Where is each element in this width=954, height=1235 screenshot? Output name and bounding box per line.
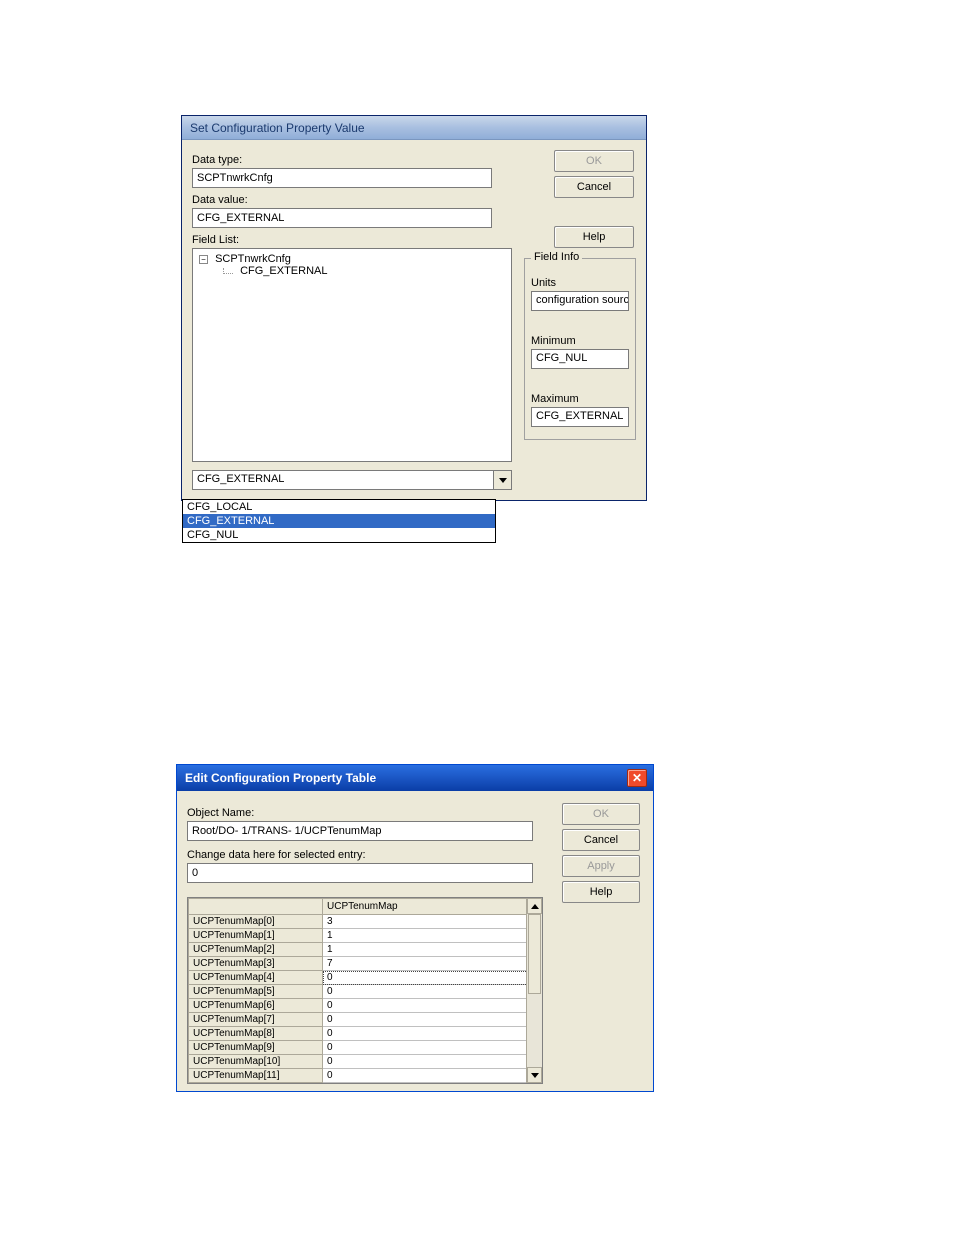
ok-button[interactable]: OK	[562, 803, 640, 825]
scroll-thumb[interactable]	[528, 914, 541, 994]
table-cell[interactable]: 0	[323, 999, 542, 1013]
table-row[interactable]: UCPTenumMap[1]1	[189, 929, 542, 943]
tree-child-label: CFG_EXTERNAL	[240, 265, 327, 277]
maximum-value: CFG_EXTERNAL	[531, 407, 629, 427]
table-cell[interactable]: 0	[323, 971, 542, 985]
table-cell[interactable]: 3	[323, 915, 542, 929]
table-scrollbar[interactable]	[526, 898, 542, 1083]
minimum-value: CFG_NUL	[531, 349, 629, 369]
dropdown-option[interactable]: CFG_EXTERNAL	[183, 514, 495, 528]
config-grid[interactable]: UCPTenumMap UCPTenumMap[0]3UCPTenumMap[1…	[188, 898, 542, 1083]
object-name-input[interactable]	[187, 821, 533, 841]
table-row[interactable]: UCPTenumMap[6]0	[189, 999, 542, 1013]
dialog-right-panel: OK Cancel Apply Help	[557, 799, 645, 907]
table-row[interactable]: UCPTenumMap[3]7	[189, 957, 542, 971]
maximum-label: Maximum	[531, 393, 629, 405]
units-value: configuration source na	[531, 291, 629, 311]
dialog-title-text: Edit Configuration Property Table	[185, 771, 376, 785]
table-row-header[interactable]: UCPTenumMap[1]	[189, 929, 323, 943]
value-combobox[interactable]: CFG_EXTERNAL	[192, 470, 494, 490]
tree-branch-icon	[223, 268, 233, 274]
data-value-input[interactable]	[192, 208, 492, 228]
cancel-button[interactable]: Cancel	[562, 829, 640, 851]
ok-button[interactable]: OK	[554, 150, 634, 172]
field-info-group: Field Info Units configuration source na…	[524, 258, 636, 440]
dialog-title-text: Set Configuration Property Value	[190, 121, 365, 135]
scroll-up-button[interactable]	[527, 898, 542, 914]
table-row[interactable]: UCPTenumMap[8]0	[189, 1027, 542, 1041]
dropdown-option[interactable]: CFG_NUL	[183, 528, 495, 542]
table-row[interactable]: UCPTenumMap[11]0	[189, 1069, 542, 1083]
table-row[interactable]: UCPTenumMap[9]0	[189, 1041, 542, 1055]
dialog-body: Object Name: Change data here for select…	[177, 791, 653, 1091]
table-row-header[interactable]: UCPTenumMap[9]	[189, 1041, 323, 1055]
table-row-header[interactable]: UCPTenumMap[7]	[189, 1013, 323, 1027]
change-data-label: Change data here for selected entry:	[187, 849, 539, 861]
table-column-header[interactable]: UCPTenumMap	[323, 899, 542, 915]
table-row-header[interactable]: UCPTenumMap[4]	[189, 971, 323, 985]
table-row-header[interactable]: UCPTenumMap[8]	[189, 1027, 323, 1041]
table-cell[interactable]: 0	[323, 1041, 542, 1055]
table-corner-header	[189, 899, 323, 915]
set-config-property-dialog: Set Configuration Property Value Data ty…	[181, 115, 647, 501]
tree-root-item[interactable]: − SCPTnwrkCnfg	[199, 253, 505, 265]
dialog-body: Data type: Data value: Field List: − SCP…	[182, 140, 646, 500]
edit-config-table-dialog: Edit Configuration Property Table ✕ Obje…	[176, 764, 654, 1092]
chevron-down-icon	[499, 478, 507, 483]
dialog-right-panel: OK Cancel Help Field Info Units configur…	[524, 146, 636, 440]
chevron-up-icon	[531, 904, 539, 909]
help-button[interactable]: Help	[554, 226, 634, 248]
table-cell[interactable]: 0	[323, 1069, 542, 1083]
cancel-button[interactable]: Cancel	[554, 176, 634, 198]
table-cell[interactable]: 0	[323, 1027, 542, 1041]
chevron-down-icon	[531, 1073, 539, 1078]
config-table: UCPTenumMap UCPTenumMap[0]3UCPTenumMap[1…	[187, 897, 543, 1084]
table-row-header[interactable]: UCPTenumMap[5]	[189, 985, 323, 999]
combobox-dropdown-button[interactable]	[494, 470, 512, 490]
apply-button[interactable]: Apply	[562, 855, 640, 877]
table-row-header[interactable]: UCPTenumMap[0]	[189, 915, 323, 929]
table-cell[interactable]: 1	[323, 943, 542, 957]
table-row[interactable]: UCPTenumMap[4]0	[189, 971, 542, 985]
table-row[interactable]: UCPTenumMap[7]0	[189, 1013, 542, 1027]
table-cell[interactable]: 7	[323, 957, 542, 971]
table-cell[interactable]: 0	[323, 1055, 542, 1069]
dialog-title-bar[interactable]: Edit Configuration Property Table ✕	[177, 765, 653, 791]
units-label: Units	[531, 277, 629, 289]
dialog-title-bar[interactable]: Set Configuration Property Value	[182, 116, 646, 140]
tree-collapse-icon[interactable]: −	[199, 255, 208, 264]
table-cell[interactable]: 0	[323, 1013, 542, 1027]
scroll-track[interactable]	[527, 914, 542, 1067]
table-cell[interactable]: 1	[323, 929, 542, 943]
field-info-legend: Field Info	[531, 251, 582, 263]
table-row[interactable]: UCPTenumMap[5]0	[189, 985, 542, 999]
entry-value-input[interactable]	[187, 863, 533, 883]
table-row[interactable]: UCPTenumMap[10]0	[189, 1055, 542, 1069]
help-button[interactable]: Help	[562, 881, 640, 903]
table-row[interactable]: UCPTenumMap[2]1	[189, 943, 542, 957]
field-list-tree[interactable]: − SCPTnwrkCnfg CFG_EXTERNAL	[192, 248, 512, 462]
scroll-down-button[interactable]	[527, 1067, 542, 1083]
table-row-header[interactable]: UCPTenumMap[6]	[189, 999, 323, 1013]
table-cell[interactable]: 0	[323, 985, 542, 999]
minimum-label: Minimum	[531, 335, 629, 347]
tree-child-item[interactable]: CFG_EXTERNAL	[223, 265, 505, 277]
table-row-header[interactable]: UCPTenumMap[2]	[189, 943, 323, 957]
object-name-label: Object Name:	[187, 807, 539, 819]
table-row[interactable]: UCPTenumMap[0]3	[189, 915, 542, 929]
close-icon: ✕	[632, 771, 642, 785]
combobox-dropdown-list[interactable]: CFG_LOCAL CFG_EXTERNAL CFG_NUL	[182, 499, 496, 543]
table-row-header[interactable]: UCPTenumMap[11]	[189, 1069, 323, 1083]
data-type-input[interactable]	[192, 168, 492, 188]
table-row-header[interactable]: UCPTenumMap[10]	[189, 1055, 323, 1069]
dropdown-option[interactable]: CFG_LOCAL	[183, 500, 495, 514]
tree-root-label: SCPTnwrkCnfg	[215, 253, 291, 265]
close-button[interactable]: ✕	[627, 769, 647, 787]
table-row-header[interactable]: UCPTenumMap[3]	[189, 957, 323, 971]
